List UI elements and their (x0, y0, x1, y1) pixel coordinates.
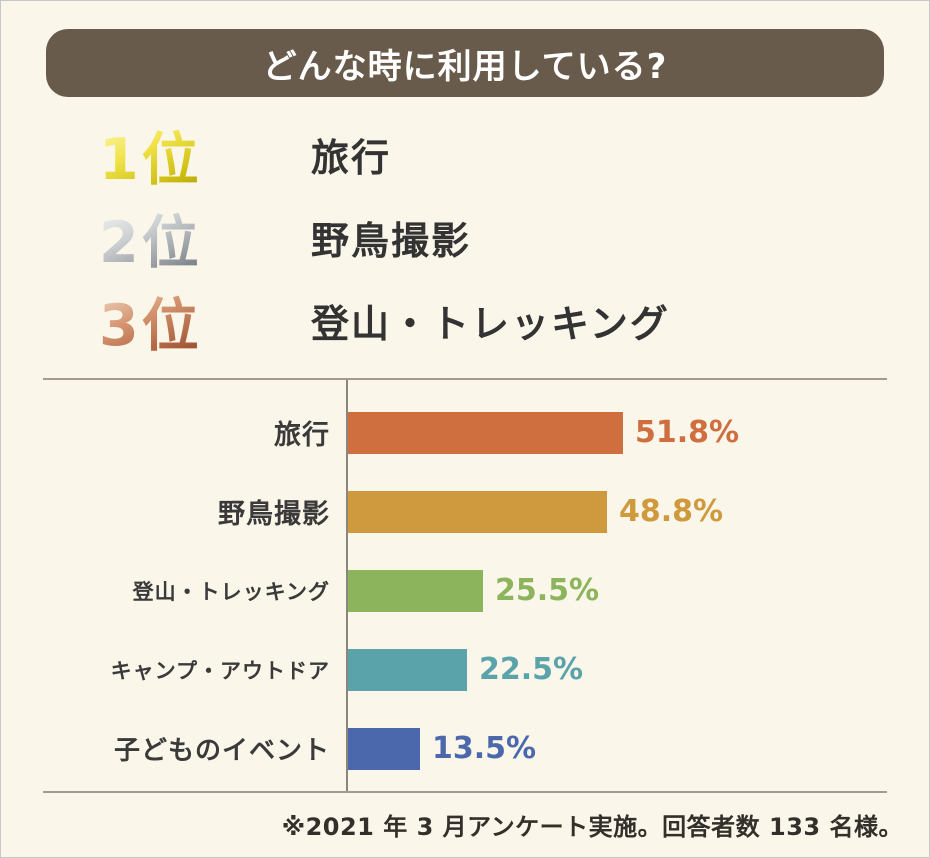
bar-segment (348, 727, 420, 770)
bar-value: 22.5% (479, 652, 584, 687)
bar-label: 子どものイベント (113, 736, 330, 766)
bar-row-camping: キャンプ・アウトドア 22.5% (43, 630, 887, 709)
rank-3-name: 登山・トレッキング (311, 302, 670, 346)
bar-value: 48.8% (619, 494, 724, 529)
bar-row-kids-events: 子どものイベント 13.5% (43, 709, 887, 788)
ranking-item-1: 1位 旅行 (1, 113, 929, 196)
bar-value: 25.5% (495, 573, 600, 608)
rank-2-badge: 2位 (99, 197, 311, 279)
bar-label: 旅行 (274, 420, 330, 451)
rank-1-badge: 1位 (99, 114, 311, 196)
rank-2-name: 野鳥撮影 (311, 219, 472, 263)
chart-y-axis-line (346, 380, 348, 791)
ranking-item-3: 3位 登山・トレッキング (1, 279, 929, 362)
bar-label: 野鳥撮影 (218, 499, 330, 530)
bar-value: 51.8% (635, 415, 740, 450)
bar-segment (348, 490, 607, 533)
bar-value: 13.5% (432, 731, 537, 766)
bar-row-bird-photography: 野鳥撮影 48.8% (43, 472, 887, 551)
page-title: どんな時に利用している? (262, 46, 668, 87)
bar-segment (348, 648, 467, 691)
bar-segment (348, 569, 483, 612)
bar-row-travel: 旅行 51.8% (43, 393, 887, 472)
rank-3-badge: 3位 (99, 280, 311, 362)
ranking-item-2: 2位 野鳥撮影 (1, 196, 929, 279)
survey-footnote: ※2021 年 3 月アンケート実施。回答者数 133 名様。 (281, 813, 903, 841)
bar-label: キャンプ・アウトドア (110, 658, 330, 683)
bar-chart: 旅行 51.8% 野鳥撮影 48.8% 登山・トレッキング 25.5% キャンプ… (43, 378, 887, 793)
title-banner: どんな時に利用している? (46, 29, 884, 97)
bar-segment (348, 411, 623, 454)
rank-1-name: 旅行 (311, 136, 392, 180)
bar-row-trekking: 登山・トレッキング 25.5% (43, 551, 887, 630)
bar-label: 登山・トレッキング (132, 579, 330, 604)
ranking-list: 1位 旅行 2位 野鳥撮影 3位 登山・トレッキング (1, 113, 929, 362)
